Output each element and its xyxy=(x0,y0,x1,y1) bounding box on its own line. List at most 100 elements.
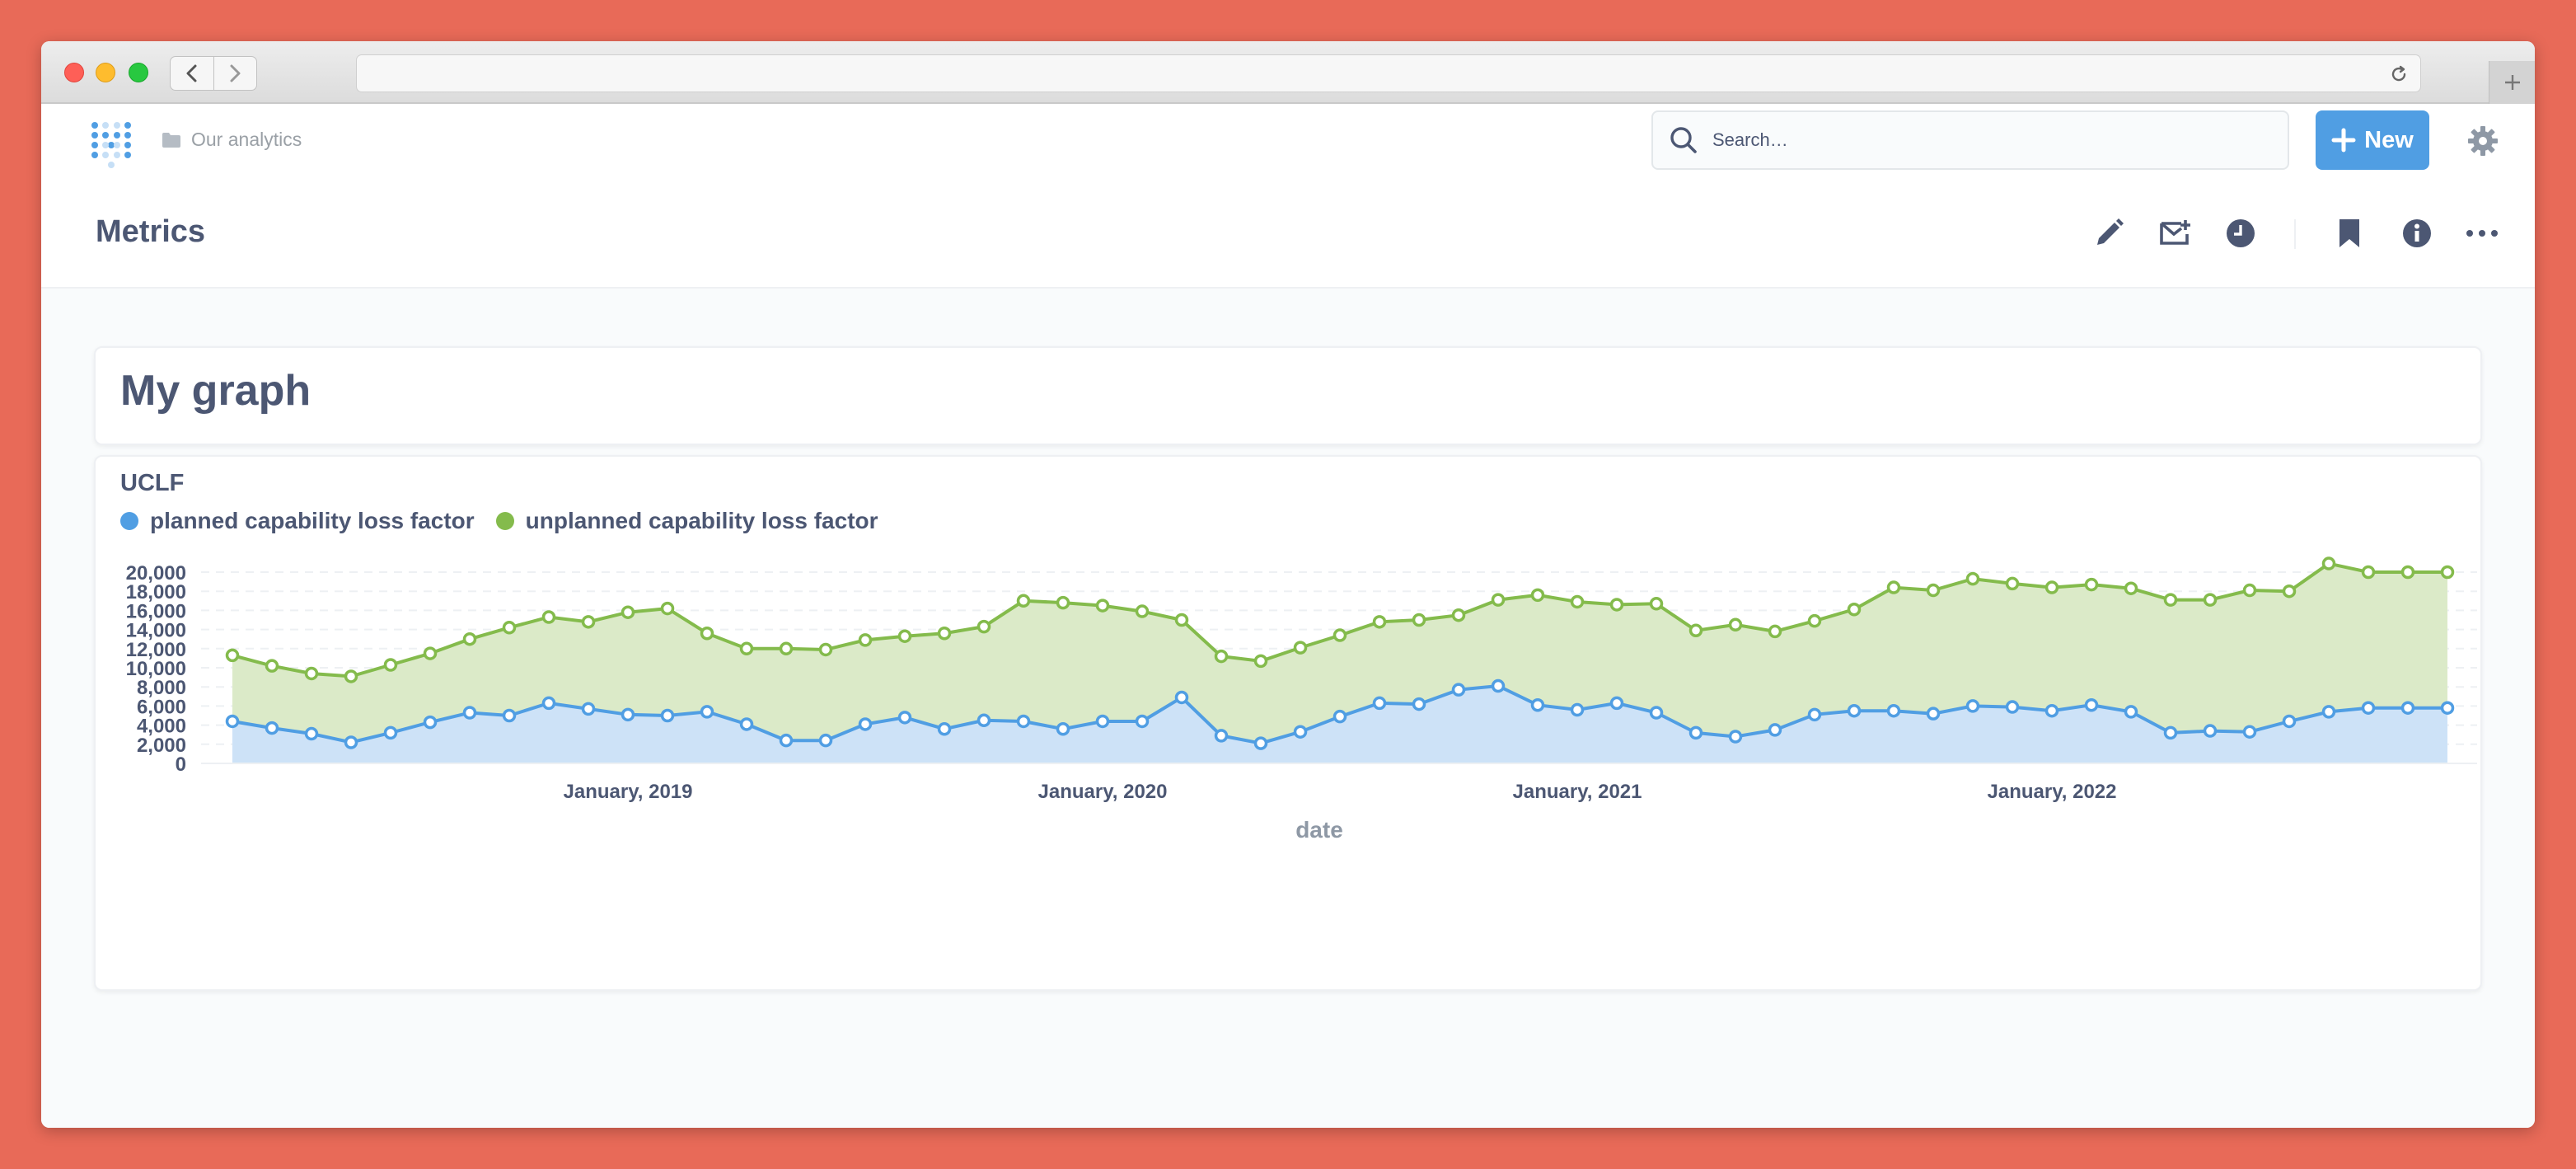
legend-item-planned[interactable]: planned capability loss factor xyxy=(120,508,475,534)
breadcrumb[interactable]: Our analytics xyxy=(162,129,302,151)
back-button[interactable] xyxy=(171,57,213,90)
plus-icon xyxy=(2331,128,2356,153)
planned-point xyxy=(700,705,714,719)
unplanned-point xyxy=(1372,615,1387,629)
close-window-button[interactable] xyxy=(64,63,84,82)
chart-card[interactable]: UCLF planned capability loss factor unpl… xyxy=(94,455,2482,991)
planned-point xyxy=(937,721,952,736)
clock-icon[interactable] xyxy=(2225,218,2256,249)
planned-point xyxy=(2242,725,2257,739)
x-tick-label: January, 2019 xyxy=(564,781,693,803)
planned-point xyxy=(818,733,833,748)
planned-point xyxy=(1491,678,1506,693)
unplanned-point xyxy=(2321,556,2336,570)
y-tick-label: 14,000 xyxy=(126,620,186,642)
dashboard-header: Metrics xyxy=(41,178,2535,289)
area-chart[interactable]: 02,0004,0006,0008,00010,00012,00014,0001… xyxy=(96,457,2484,993)
search-bar[interactable] xyxy=(1651,110,2289,170)
unplanned-point xyxy=(2242,583,2257,598)
search-input[interactable] xyxy=(1712,129,2256,151)
planned-point xyxy=(2084,697,2099,712)
planned-point xyxy=(1332,709,1347,724)
unplanned-point xyxy=(1253,654,1268,669)
bookmark-icon[interactable] xyxy=(2337,218,2362,249)
planned-point xyxy=(1530,697,1545,712)
unplanned-area xyxy=(232,563,2447,744)
ellipsis-icon[interactable] xyxy=(2466,218,2499,249)
info-icon[interactable] xyxy=(2401,218,2433,249)
planned-point xyxy=(858,717,873,731)
planned-point xyxy=(739,717,754,731)
planned-point xyxy=(1056,721,1070,736)
metabase-logo-icon[interactable] xyxy=(91,120,132,170)
minimize-window-button[interactable] xyxy=(96,63,115,82)
unplanned-point xyxy=(2440,565,2455,580)
unplanned-point xyxy=(502,621,517,635)
header-divider xyxy=(2294,219,2296,249)
browser-titlebar xyxy=(41,41,2535,104)
unplanned-point xyxy=(1293,641,1308,655)
planned-point xyxy=(2044,703,2059,718)
forward-button[interactable] xyxy=(213,57,257,90)
gear-icon[interactable] xyxy=(2467,125,2499,157)
planned-point xyxy=(344,735,358,749)
planned-point xyxy=(1688,725,1703,740)
unplanned-point xyxy=(1016,594,1031,608)
unplanned-point xyxy=(2084,577,2099,592)
unplanned-point xyxy=(897,629,912,643)
x-tick-label: January, 2020 xyxy=(1038,781,1168,803)
unplanned-point xyxy=(621,605,635,619)
graph-title: My graph xyxy=(120,367,311,415)
y-tick-label: 2,000 xyxy=(137,735,186,757)
planned-point xyxy=(897,711,912,725)
planned-point xyxy=(225,714,240,729)
zoom-window-button[interactable] xyxy=(129,63,148,82)
y-tick-label: 16,000 xyxy=(126,600,186,622)
planned-point xyxy=(2203,724,2218,738)
unplanned-point xyxy=(1332,628,1347,642)
breadcrumb-collection[interactable]: Our analytics xyxy=(191,129,302,150)
planned-point xyxy=(1135,714,1150,729)
unplanned-point xyxy=(344,669,358,683)
reload-icon[interactable] xyxy=(2389,64,2409,84)
unplanned-point xyxy=(1095,599,1110,613)
planned-point xyxy=(2282,714,2297,729)
top-navigation: Our analytics New xyxy=(41,104,2535,178)
planned-point xyxy=(2400,701,2415,715)
y-tick-label: 18,000 xyxy=(126,581,186,603)
planned-point xyxy=(1253,736,1268,750)
legend-item-unplanned[interactable]: unplanned capability loss factor xyxy=(495,508,878,534)
unplanned-point xyxy=(977,619,991,634)
unplanned-point xyxy=(462,631,477,646)
unplanned-point xyxy=(2163,593,2178,607)
planned-point xyxy=(1886,703,1901,718)
planned-point xyxy=(660,708,675,723)
planned-point xyxy=(2440,701,2455,715)
mail-plus-icon[interactable] xyxy=(2159,218,2192,249)
unplanned-point xyxy=(1728,617,1743,632)
unplanned-point xyxy=(858,633,873,647)
planned-point xyxy=(265,721,279,735)
unplanned-point xyxy=(1609,598,1624,612)
unplanned-point xyxy=(1926,583,1941,598)
planned-point xyxy=(1095,714,1110,729)
planned-point xyxy=(462,706,477,720)
planned-point xyxy=(2124,705,2138,719)
unplanned-point xyxy=(265,659,279,673)
new-button[interactable]: New xyxy=(2316,110,2429,170)
unplanned-point xyxy=(2282,584,2297,599)
y-tick-label: 20,000 xyxy=(126,562,186,584)
unplanned-point xyxy=(1807,613,1822,628)
chart-title[interactable]: UCLF xyxy=(120,470,185,496)
planned-point xyxy=(541,696,556,711)
y-tick-label: 8,000 xyxy=(137,677,186,699)
planned-point xyxy=(581,702,596,716)
planned-point xyxy=(383,725,398,740)
new-tab-button[interactable] xyxy=(2489,61,2535,104)
address-bar[interactable] xyxy=(356,54,2421,92)
y-tick-label: 12,000 xyxy=(126,639,186,661)
planned-point xyxy=(1728,730,1743,744)
planned-point xyxy=(2321,705,2336,719)
unplanned-point xyxy=(1965,571,1980,586)
pencil-icon[interactable] xyxy=(2093,218,2124,249)
